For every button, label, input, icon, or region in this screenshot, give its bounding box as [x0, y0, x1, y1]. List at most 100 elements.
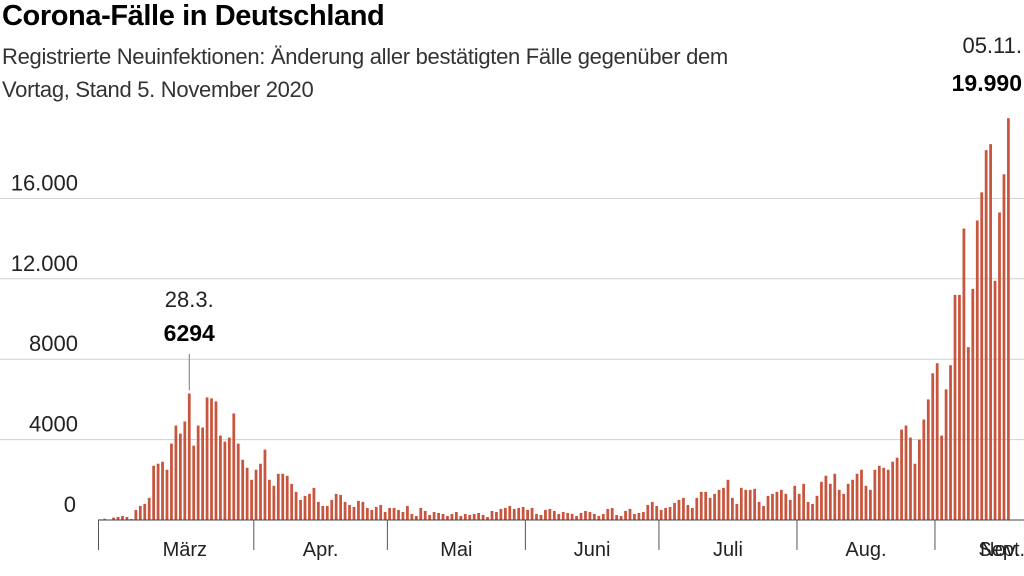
bar — [490, 510, 494, 520]
bar — [201, 427, 204, 520]
bar — [361, 501, 365, 520]
annotation-value: 19.990 — [952, 70, 1022, 96]
bar — [686, 504, 690, 520]
bar — [112, 517, 115, 520]
bar — [552, 510, 556, 520]
bar — [895, 457, 899, 520]
bar — [699, 491, 703, 520]
bar — [383, 511, 387, 520]
bar — [370, 509, 374, 520]
bar — [797, 493, 801, 520]
bar — [241, 459, 245, 520]
x-tick-label: Aug. — [845, 539, 886, 561]
bar — [441, 513, 445, 520]
bar — [610, 507, 614, 520]
bar — [717, 489, 721, 520]
bar — [673, 502, 676, 520]
bar — [624, 510, 627, 520]
bar — [339, 494, 343, 521]
bar — [397, 509, 400, 520]
bar — [757, 501, 761, 520]
bar — [165, 469, 169, 520]
bar — [557, 513, 561, 520]
bar — [593, 513, 596, 520]
bar — [214, 401, 218, 520]
bar — [468, 514, 472, 520]
bar — [980, 192, 984, 520]
bar — [406, 505, 409, 520]
bar — [459, 515, 463, 520]
bar — [539, 514, 543, 520]
bar — [851, 479, 854, 520]
x-tick-label: Sept. — [978, 539, 1024, 561]
bar — [806, 501, 810, 520]
bar — [316, 501, 320, 520]
bar — [664, 507, 667, 520]
bar — [900, 429, 903, 520]
bar — [374, 506, 378, 520]
bar — [788, 499, 792, 520]
bar — [628, 508, 632, 520]
bar — [739, 487, 743, 520]
bar — [998, 212, 1001, 520]
bar — [455, 511, 458, 520]
bar — [325, 505, 329, 520]
bar — [775, 491, 779, 520]
bar — [802, 483, 806, 520]
bar — [677, 499, 681, 520]
bar — [548, 508, 552, 520]
bar — [379, 504, 383, 520]
bar — [958, 294, 961, 520]
bar — [472, 513, 476, 520]
y-tick-label: 8000 — [29, 331, 78, 356]
bar — [993, 280, 997, 520]
x-tick-label: März — [163, 539, 207, 561]
bar — [824, 475, 828, 520]
bar — [210, 398, 213, 520]
bar — [713, 493, 716, 520]
bar — [196, 425, 200, 520]
bar — [913, 463, 917, 520]
bar — [615, 514, 619, 520]
bar — [530, 507, 534, 520]
bar — [245, 467, 249, 520]
bar — [437, 512, 440, 520]
bar — [486, 516, 489, 520]
bar — [944, 389, 948, 520]
x-tick-label: Mai — [440, 539, 472, 561]
bar — [837, 489, 841, 520]
bar — [606, 508, 610, 520]
bar — [935, 363, 939, 520]
bar — [446, 515, 449, 520]
bar — [984, 150, 988, 520]
bar — [891, 461, 895, 520]
bar — [766, 495, 770, 520]
bar — [116, 516, 120, 520]
bar — [334, 493, 338, 520]
bar — [423, 510, 427, 520]
bar — [561, 511, 565, 520]
bar — [272, 485, 276, 520]
bar — [762, 505, 765, 520]
bar — [312, 487, 316, 520]
bar — [121, 515, 124, 520]
bar — [811, 503, 814, 520]
bar — [989, 144, 992, 520]
bar — [601, 513, 605, 520]
bar — [735, 503, 739, 520]
bar — [860, 469, 863, 520]
bar — [966, 347, 970, 520]
bar — [575, 515, 578, 520]
bar — [410, 513, 414, 520]
bar — [223, 441, 227, 520]
bar — [1002, 174, 1006, 520]
bar — [174, 425, 178, 520]
bar — [637, 512, 641, 520]
bar — [779, 489, 783, 520]
bars — [98, 118, 1010, 521]
y-tick-label: 16.000 — [11, 170, 78, 195]
bar — [499, 508, 503, 520]
bar — [873, 469, 877, 520]
bar — [722, 487, 725, 520]
